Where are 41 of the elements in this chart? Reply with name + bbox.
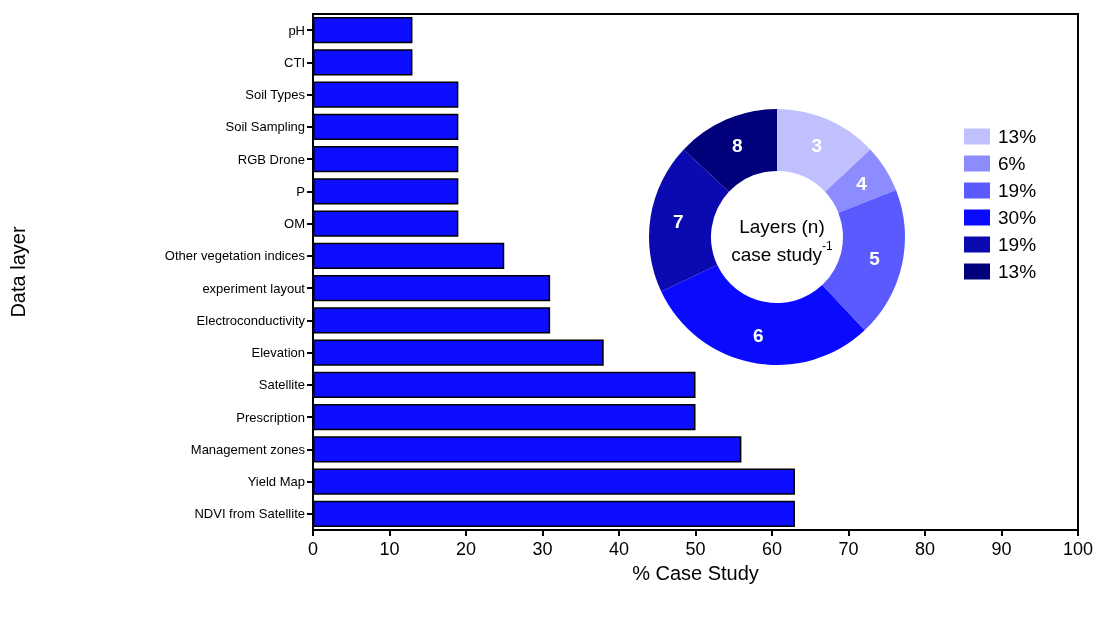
x-tick-label: 50 (685, 539, 706, 559)
y-tick-label: Yield Map (247, 474, 305, 490)
y-tick-label: NDVI from Satellite (194, 506, 305, 522)
x-axis-title: % Case Study (632, 561, 759, 584)
legend-label: 13% (998, 126, 1037, 147)
y-tick-label: P (296, 183, 305, 199)
x-tick-label: 90 (991, 539, 1012, 559)
annotation: 4 (856, 172, 868, 194)
y-axis-title: Data layer (7, 226, 29, 318)
x-tick-label: 0 (307, 539, 319, 559)
legend-label: 13% (998, 261, 1037, 282)
y-tick-label: pH (288, 22, 305, 38)
annotation: 3 (811, 134, 822, 156)
y-tick-label: Soil Sampling (225, 119, 305, 135)
x-tick-label: 70 (838, 539, 859, 559)
y-tick-label: Prescription (236, 409, 305, 425)
y-tick-label: Soil Types (245, 87, 306, 103)
y-tick-label: OM (284, 216, 305, 232)
x-tick-label: 100 (1062, 539, 1094, 559)
x-tick-label: 30 (532, 539, 553, 559)
annotation: 5 (869, 248, 881, 270)
y-tick-label: Satellite (258, 377, 305, 393)
annotation: 7 (672, 210, 684, 232)
legend-label: 19% (998, 234, 1037, 255)
y-tick-label: Elevation (251, 345, 305, 361)
legend-label: 30% (998, 207, 1037, 228)
legend-label: 6% (998, 153, 1026, 174)
y-tick-label: experiment layout (202, 280, 306, 296)
y-tick-label: Electroconductivity (196, 312, 306, 328)
y-tick-label: CTI (284, 54, 305, 70)
x-tick-label: 40 (608, 539, 630, 559)
x-tick-label: 20 (455, 539, 477, 559)
x-tick-label: 60 (761, 539, 783, 559)
x-tick-label: 80 (914, 539, 936, 559)
x-tick-label: 10 (379, 539, 400, 559)
y-tick-label: Other vegetation indices (164, 248, 306, 264)
y-tick-label: Management zones (190, 441, 306, 457)
legend-label: 19% (998, 180, 1037, 201)
annotation: 6 (752, 324, 764, 346)
annotation: 8 (732, 134, 743, 156)
y-tick-label: RGB Drone (237, 151, 305, 167)
